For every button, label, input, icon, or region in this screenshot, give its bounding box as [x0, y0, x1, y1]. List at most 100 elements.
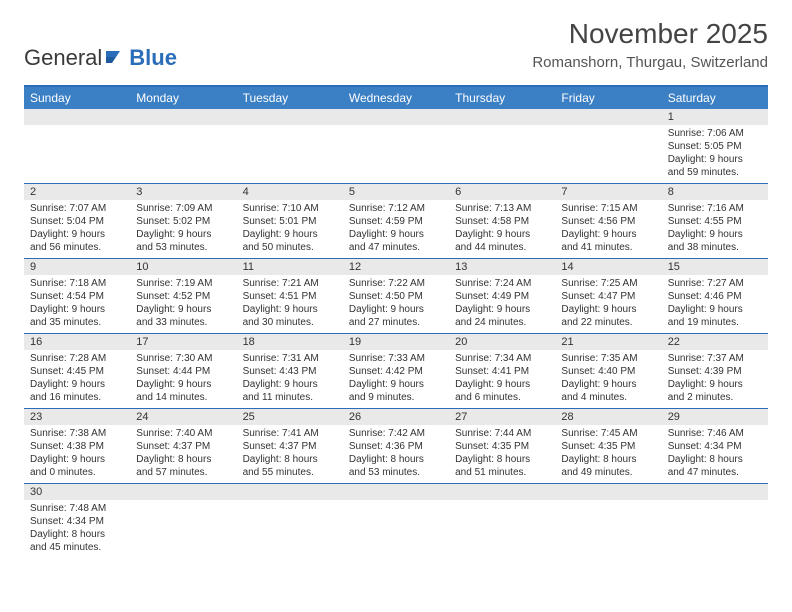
day-cell: Sunrise: 7:44 AMSunset: 4:35 PMDaylight:… [449, 425, 555, 483]
daylight-line-1: Daylight: 8 hours [136, 453, 230, 466]
sunset-line: Sunset: 4:46 PM [668, 290, 762, 303]
day-number [237, 109, 343, 125]
day-number: 23 [24, 409, 130, 425]
logo: General Blue [24, 45, 177, 71]
sunset-line: Sunset: 4:35 PM [561, 440, 655, 453]
sunrise-line: Sunrise: 7:35 AM [561, 352, 655, 365]
day-number: 24 [130, 409, 236, 425]
daylight-line-1: Daylight: 9 hours [243, 228, 337, 241]
day-number: 7 [555, 184, 661, 200]
sunrise-line: Sunrise: 7:15 AM [561, 202, 655, 215]
detail-row: Sunrise: 7:18 AMSunset: 4:54 PMDaylight:… [24, 275, 768, 334]
daylight-line-1: Daylight: 9 hours [30, 228, 124, 241]
detail-row: Sunrise: 7:06 AMSunset: 5:05 PMDaylight:… [24, 125, 768, 184]
daylight-line-1: Daylight: 9 hours [136, 303, 230, 316]
sunrise-line: Sunrise: 7:16 AM [668, 202, 762, 215]
sunset-line: Sunset: 4:41 PM [455, 365, 549, 378]
daylight-line-1: Daylight: 9 hours [349, 378, 443, 391]
daylight-line-1: Daylight: 9 hours [30, 303, 124, 316]
sunrise-line: Sunrise: 7:09 AM [136, 202, 230, 215]
sunrise-line: Sunrise: 7:12 AM [349, 202, 443, 215]
sunrise-line: Sunrise: 7:34 AM [455, 352, 549, 365]
day-cell: Sunrise: 7:21 AMSunset: 4:51 PMDaylight:… [237, 275, 343, 333]
daylight-line-2: and 24 minutes. [455, 316, 549, 329]
daylight-line-1: Daylight: 8 hours [349, 453, 443, 466]
sunrise-line: Sunrise: 7:33 AM [349, 352, 443, 365]
day-cell [130, 500, 236, 558]
day-cell: Sunrise: 7:09 AMSunset: 5:02 PMDaylight:… [130, 200, 236, 258]
daynum-row: 30 [24, 484, 768, 500]
sunrise-line: Sunrise: 7:37 AM [668, 352, 762, 365]
day-number: 11 [237, 259, 343, 275]
daylight-line-1: Daylight: 9 hours [455, 303, 549, 316]
day-cell: Sunrise: 7:25 AMSunset: 4:47 PMDaylight:… [555, 275, 661, 333]
day-number [130, 484, 236, 500]
daylight-line-1: Daylight: 8 hours [561, 453, 655, 466]
sunrise-line: Sunrise: 7:07 AM [30, 202, 124, 215]
day-cell [449, 125, 555, 183]
sunset-line: Sunset: 4:34 PM [30, 515, 124, 528]
sunset-line: Sunset: 4:58 PM [455, 215, 549, 228]
day-cell: Sunrise: 7:12 AMSunset: 4:59 PMDaylight:… [343, 200, 449, 258]
day-cell: Sunrise: 7:19 AMSunset: 4:52 PMDaylight:… [130, 275, 236, 333]
calendar: SundayMondayTuesdayWednesdayThursdayFrid… [24, 85, 768, 558]
sunset-line: Sunset: 5:02 PM [136, 215, 230, 228]
sunrise-line: Sunrise: 7:40 AM [136, 427, 230, 440]
day-number [237, 484, 343, 500]
daylight-line-2: and 45 minutes. [30, 541, 124, 554]
day-number: 9 [24, 259, 130, 275]
title-block: November 2025 Romanshorn, Thurgau, Switz… [532, 18, 768, 71]
sunset-line: Sunset: 4:50 PM [349, 290, 443, 303]
day-number: 20 [449, 334, 555, 350]
daylight-line-2: and 50 minutes. [243, 241, 337, 254]
daylight-line-2: and 57 minutes. [136, 466, 230, 479]
day-cell [237, 125, 343, 183]
sunset-line: Sunset: 4:37 PM [243, 440, 337, 453]
sunrise-line: Sunrise: 7:21 AM [243, 277, 337, 290]
daynum-row: 1 [24, 109, 768, 125]
daynum-row: 2345678 [24, 184, 768, 200]
day-cell: Sunrise: 7:27 AMSunset: 4:46 PMDaylight:… [662, 275, 768, 333]
weekday-header: Wednesday [343, 87, 449, 109]
daynum-row: 9101112131415 [24, 259, 768, 275]
detail-row: Sunrise: 7:48 AMSunset: 4:34 PMDaylight:… [24, 500, 768, 558]
daylight-line-2: and 49 minutes. [561, 466, 655, 479]
daynum-row: 23242526272829 [24, 409, 768, 425]
day-cell: Sunrise: 7:22 AMSunset: 4:50 PMDaylight:… [343, 275, 449, 333]
weekday-header: Monday [130, 87, 236, 109]
day-number: 19 [343, 334, 449, 350]
day-cell: Sunrise: 7:15 AMSunset: 4:56 PMDaylight:… [555, 200, 661, 258]
sunset-line: Sunset: 4:42 PM [349, 365, 443, 378]
daylight-line-2: and 53 minutes. [349, 466, 443, 479]
sunset-line: Sunset: 4:37 PM [136, 440, 230, 453]
daylight-line-2: and 33 minutes. [136, 316, 230, 329]
day-number [24, 109, 130, 125]
day-cell: Sunrise: 7:13 AMSunset: 4:58 PMDaylight:… [449, 200, 555, 258]
sunrise-line: Sunrise: 7:10 AM [243, 202, 337, 215]
day-number: 26 [343, 409, 449, 425]
daylight-line-2: and 6 minutes. [455, 391, 549, 404]
day-cell: Sunrise: 7:38 AMSunset: 4:38 PMDaylight:… [24, 425, 130, 483]
day-cell: Sunrise: 7:40 AMSunset: 4:37 PMDaylight:… [130, 425, 236, 483]
day-number [343, 484, 449, 500]
day-cell [449, 500, 555, 558]
day-number: 12 [343, 259, 449, 275]
daylight-line-1: Daylight: 9 hours [243, 378, 337, 391]
sunrise-line: Sunrise: 7:42 AM [349, 427, 443, 440]
day-cell: Sunrise: 7:31 AMSunset: 4:43 PMDaylight:… [237, 350, 343, 408]
daylight-line-2: and 47 minutes. [349, 241, 443, 254]
sunset-line: Sunset: 4:52 PM [136, 290, 230, 303]
day-cell [343, 500, 449, 558]
weekday-header: Sunday [24, 87, 130, 109]
daylight-line-1: Daylight: 9 hours [349, 303, 443, 316]
day-cell [343, 125, 449, 183]
day-number: 6 [449, 184, 555, 200]
daylight-line-1: Daylight: 9 hours [668, 228, 762, 241]
sunrise-line: Sunrise: 7:30 AM [136, 352, 230, 365]
daylight-line-2: and 19 minutes. [668, 316, 762, 329]
sunset-line: Sunset: 5:01 PM [243, 215, 337, 228]
sunset-line: Sunset: 4:36 PM [349, 440, 443, 453]
logo-text-1: General [24, 45, 102, 71]
day-number: 3 [130, 184, 236, 200]
sunset-line: Sunset: 4:39 PM [668, 365, 762, 378]
